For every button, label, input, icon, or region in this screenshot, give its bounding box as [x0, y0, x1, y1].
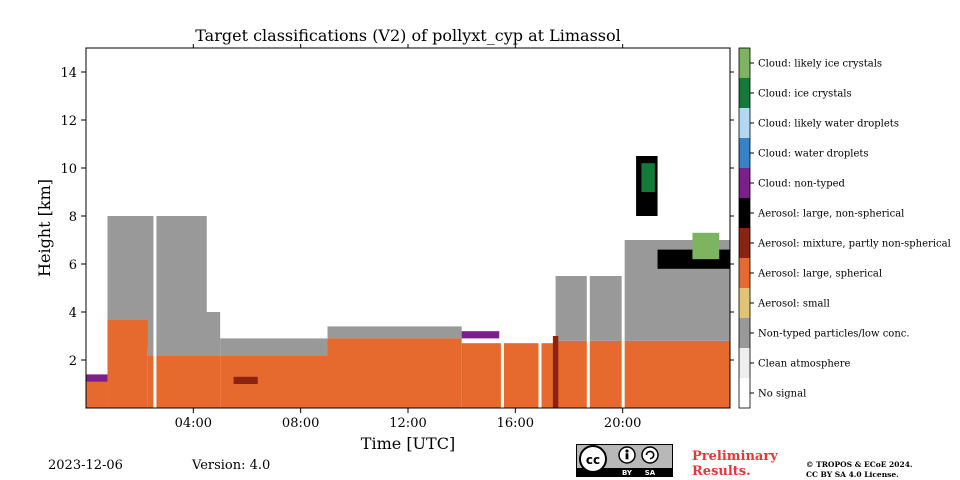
data-gap: [621, 48, 625, 408]
cell-non-typed-particles-low-conc: [220, 338, 328, 356]
y-tick-label: 2: [69, 354, 77, 369]
data-gap: [500, 48, 504, 408]
preliminary-notice: Preliminary Results.: [692, 449, 778, 479]
cell-aerosol-large-spherical: [147, 355, 221, 408]
by-person-head: [625, 449, 629, 453]
colorbar-swatch-aerosol-small: [739, 288, 750, 318]
colorbar-swatch-no-signal: [739, 378, 750, 408]
colorbar-label: Cloud: likely ice crystals: [758, 59, 882, 70]
colorbar-swatch-clean-atmosphere: [739, 348, 750, 378]
copyright-line1: © TROPOS & ECoE 2024.: [806, 460, 913, 469]
y-tick-label: 10: [60, 162, 77, 177]
cc-license-badge: cc BY SA: [576, 444, 673, 477]
y-tick-label: 6: [69, 258, 77, 273]
x-axis-ticks: 04:00 08:00 12:00 16:00 20:00: [175, 44, 641, 431]
cc-icon-label: cc: [586, 453, 600, 467]
sa-share-arrow: [645, 450, 655, 460]
colorbar-label: Cloud: ice crystals: [758, 89, 852, 100]
x-tick-label: 12:00: [389, 416, 426, 431]
preliminary-line1: Preliminary: [692, 449, 778, 464]
classification-cells: [86, 48, 730, 408]
copyright-line2: CC BY SA 4.0 License.: [806, 470, 899, 479]
preliminary-line2: Results.: [692, 464, 751, 479]
cell-aerosol-large-spherical: [327, 338, 462, 408]
colorbar-label: Non-typed particles/low conc.: [758, 329, 910, 340]
cc-icon: [579, 445, 607, 473]
colorbar-swatch-aerosol-large-spherical: [739, 258, 750, 288]
colorbar-swatch-aerosol-large-non-spherical: [739, 198, 750, 228]
cell-aerosol-large-spherical: [86, 379, 108, 408]
x-tick-label: 04:00: [175, 416, 212, 431]
cell-non-typed-particles-low-conc: [327, 326, 462, 339]
y-axis-ticks: 2 4 6 8 10 12 14: [60, 66, 734, 369]
y-tick-label: 8: [69, 210, 77, 225]
x-tick-label: 16:00: [497, 416, 534, 431]
colorbar-label: Aerosol: mixture, partly non-spherical: [757, 239, 951, 250]
data-gap: [538, 48, 542, 408]
colorbar-swatch-cloud-non-typed: [739, 168, 750, 198]
colorbar-swatch-cloud-water-droplets: [739, 138, 750, 168]
data-gap: [586, 48, 590, 408]
colorbar-label: No signal: [758, 389, 806, 400]
colorbar-swatch-cloud-likely-ice-crystals: [739, 48, 750, 78]
by-person-body: [625, 453, 629, 460]
colorbar-swatch-cloud-ice-crystals: [739, 78, 750, 108]
colorbar-swatch-aerosol-mixture-partly-non-spherical: [739, 228, 750, 258]
colorbar-label: Aerosol: small: [757, 299, 830, 310]
y-tick-label: 12: [60, 114, 77, 129]
class-colorbar: No signal Clean atmosphere Non-typed parti…: [738, 47, 951, 409]
colorbar-label: Cloud: water droplets: [758, 149, 869, 160]
colorbar-label: Clean atmosphere: [758, 359, 851, 370]
colorbar-frame: [738, 47, 751, 409]
cell-aerosol-large-spherical: [555, 340, 730, 408]
sa-label: SA: [645, 469, 656, 477]
y-axis-label: Height [km]: [35, 179, 54, 277]
footer-version: Version: 4.0: [192, 458, 271, 473]
cell-non-typed-particles-low-conc: [555, 276, 730, 341]
cell-aerosol-large-spherical: [107, 348, 148, 408]
colorbar-label: Cloud: non-typed: [758, 179, 846, 190]
colorbar-label: Cloud: likely water droplets: [758, 119, 899, 130]
cell-non-typed-particles-low-conc: [147, 312, 221, 356]
colorbar-label: Aerosol: large, spherical: [757, 269, 882, 280]
cell-aerosol-mixture-partly-non-spherical: [552, 336, 559, 408]
by-label: BY: [622, 469, 633, 477]
colorbar-label: Aerosol: large, non-spherical: [757, 209, 904, 220]
plot-area: [85, 47, 731, 409]
y-tick-label: 14: [60, 66, 77, 81]
chart-title: Target classifications (V2) of pollyxt_c…: [195, 26, 621, 45]
sa-share-icon: [641, 446, 659, 464]
colorbar-swatch-cloud-likely-water-droplets: [739, 108, 750, 138]
footer-date: 2023-12-06: [48, 458, 123, 473]
x-axis-label: Time [UTC]: [361, 434, 455, 453]
x-tick-label: 20:00: [604, 416, 641, 431]
cell-cloud-non-typed: [461, 331, 500, 339]
cell-cloud-non-typed: [86, 374, 108, 382]
cell-cloud-ice-crystals: [641, 163, 655, 192]
copyright-notice: © TROPOS & ECoE 2024. CC BY SA 4.0 Licen…: [806, 460, 913, 480]
cell-non-typed-particles-low-conc: [107, 216, 207, 320]
cell-aerosol-large-spherical: [461, 343, 556, 408]
data-gap: [153, 48, 157, 408]
y-tick-label: 4: [69, 306, 77, 321]
x-tick-label: 08:00: [282, 416, 319, 431]
colorbar-swatch-non-typed-particles-low-conc: [739, 318, 750, 348]
cell-aerosol-mixture-partly-non-spherical: [233, 376, 258, 384]
cell-cloud-likely-ice-crystals: [692, 232, 720, 260]
